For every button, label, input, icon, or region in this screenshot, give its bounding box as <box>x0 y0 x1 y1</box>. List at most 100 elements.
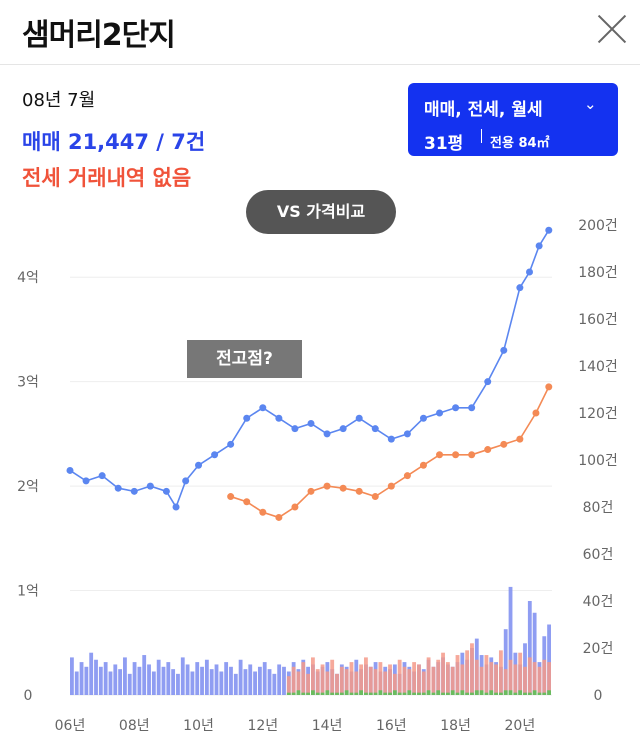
monthly-count-bar <box>455 692 460 695</box>
sale-price-point <box>419 414 427 422</box>
sale-price-point <box>275 414 283 422</box>
y-right-tick: 100건 <box>578 453 618 469</box>
x-tick: 12년 <box>247 718 278 734</box>
jeonse-price-point <box>243 498 251 506</box>
sale-count-bar <box>74 671 79 695</box>
jeonse-price-point <box>323 482 331 490</box>
sale-count-bar <box>547 624 551 695</box>
sale-count-bar <box>113 664 118 695</box>
sale-count-bar <box>248 664 253 695</box>
jeonse-count-bar <box>392 673 397 695</box>
jeonse-count-bar <box>498 650 503 695</box>
monthly-count-bar <box>349 692 354 695</box>
monthly-count-bar <box>518 690 523 695</box>
filter-button[interactable]: 매매, 전세, 월세 ⌄ 31평 전용 84㎡ <box>408 83 618 156</box>
jeonse-count-bar <box>349 662 354 695</box>
monthly-count-bar <box>373 692 378 695</box>
jeonse-count-bar <box>291 666 296 695</box>
jeonse-price-point <box>403 472 411 480</box>
sale-price-point <box>526 268 534 276</box>
sale-count-bar <box>84 666 89 695</box>
monthly-count-bar <box>320 692 325 695</box>
sale-count-bar <box>151 671 156 695</box>
sale-count-bar <box>147 664 151 695</box>
monthly-count-bar <box>311 690 315 695</box>
sale-price-point <box>227 440 235 448</box>
sale-price-point <box>82 477 90 485</box>
jeonse-count-bar <box>335 673 339 695</box>
sale-count-bar <box>267 669 272 695</box>
jeonse-price-point <box>387 482 395 490</box>
y-left-tick: 2억 <box>17 479 39 495</box>
monthly-count-bar <box>508 690 513 695</box>
monthly-count-bar <box>460 690 465 695</box>
sale-price-point <box>259 404 267 412</box>
monthly-count-bar <box>301 692 306 695</box>
x-tick: 08년 <box>119 718 150 734</box>
jeonse-count-bar <box>547 662 551 695</box>
sale-price-point <box>307 419 315 427</box>
x-tick: 16년 <box>376 718 407 734</box>
monthly-count-bar <box>436 690 441 695</box>
jeonse-count-bar <box>412 662 417 695</box>
jeonse-count-bar <box>489 662 494 695</box>
jeonse-count-bar <box>460 664 465 695</box>
divider <box>481 129 482 143</box>
monthly-count-bar <box>421 692 426 695</box>
sale-count-bar <box>224 662 229 695</box>
x-tick: 10년 <box>183 718 214 734</box>
monthly-count-bar <box>412 692 417 695</box>
monthly-count-bar <box>306 692 310 695</box>
monthly-count-bar <box>523 692 527 695</box>
monthly-count-bar <box>378 690 383 695</box>
monthly-count-bar <box>388 692 392 695</box>
x-tick: 06년 <box>55 718 86 734</box>
page-title: 샘머리2단지 <box>22 18 176 53</box>
sale-count-bar <box>219 671 224 695</box>
sale-count-bar <box>277 664 282 695</box>
jeonse-count-bar <box>311 657 315 695</box>
jeonse-count-bar <box>378 662 383 695</box>
jeonse-count-bar <box>306 673 310 695</box>
monthly-count-bar <box>335 692 339 695</box>
sale-price-point <box>243 414 251 422</box>
jeonse-count-bar <box>532 662 537 695</box>
jeonse-count-bar <box>286 676 291 695</box>
jeonse-price-point <box>500 440 508 448</box>
sale-count-bar <box>98 666 103 695</box>
monthly-count-bar <box>364 692 368 695</box>
jeonse-count-bar <box>368 666 373 695</box>
x-tick: 18년 <box>440 718 471 734</box>
compare-button[interactable]: VS 가격비교 <box>246 190 396 234</box>
jeonse-count-bar <box>359 664 364 695</box>
jeonse-count-bar <box>373 669 378 695</box>
x-tick: 14년 <box>312 718 343 734</box>
jeonse-price-point <box>227 493 235 501</box>
monthly-count-bar <box>465 692 470 695</box>
jeonse-price-point <box>371 493 379 501</box>
monthly-count-bar <box>532 690 537 695</box>
jeonse-count-bar <box>417 664 421 695</box>
sale-count-bar <box>94 659 98 695</box>
sale-count-bar <box>195 662 200 695</box>
monthly-count-bar <box>498 692 503 695</box>
sale-count-bar <box>527 601 532 695</box>
jeonse-price-point <box>291 503 299 511</box>
jeonse-price-point <box>436 451 444 459</box>
sale-count-bar <box>272 673 277 695</box>
jeonse-price-point <box>339 484 347 492</box>
jeonse-count-bar <box>513 664 518 695</box>
sale-price-point <box>146 482 154 490</box>
sale-price-point <box>516 284 524 292</box>
jeonse-count-bar <box>388 664 392 695</box>
sale-count-bar <box>253 671 257 695</box>
monthly-count-bar <box>291 692 296 695</box>
jeonse-count-bar <box>470 643 474 695</box>
jeonse-count-bar <box>344 669 349 695</box>
monthly-count-bar <box>325 690 330 695</box>
monthly-count-bar <box>407 690 412 695</box>
sale-price-point <box>66 466 74 474</box>
selected-date: 08년 7월 <box>22 90 96 111</box>
jeonse-count-bar <box>445 662 450 695</box>
